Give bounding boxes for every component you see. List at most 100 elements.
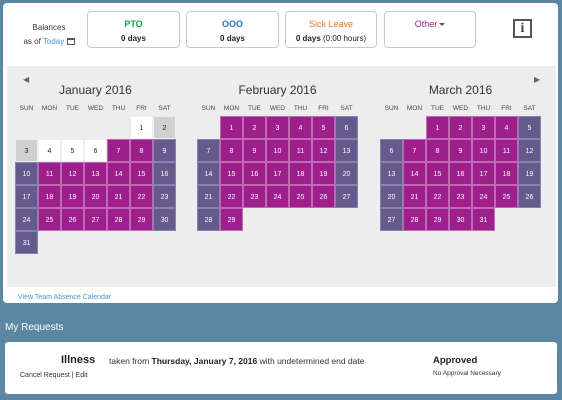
calendar-day[interactable]: 12 bbox=[312, 139, 335, 162]
calendar-day[interactable]: 23 bbox=[243, 185, 266, 208]
calendar-day[interactable]: 21 bbox=[107, 185, 130, 208]
calendar-day[interactable]: 13 bbox=[335, 139, 358, 162]
calendar-day[interactable]: 5 bbox=[61, 139, 84, 162]
sick-leave-balance-box[interactable]: Sick Leave 0 days (0:00 hours) bbox=[285, 11, 377, 48]
calendar-day[interactable]: 26 bbox=[61, 208, 84, 231]
prev-month-arrow-icon[interactable]: ◀ bbox=[23, 75, 30, 84]
calendar-day[interactable]: 14 bbox=[403, 162, 426, 185]
calendar-day[interactable]: 19 bbox=[312, 162, 335, 185]
calendar-day[interactable]: 1 bbox=[426, 116, 449, 139]
calendar-day[interactable]: 25 bbox=[289, 185, 312, 208]
calendar-day[interactable]: 6 bbox=[335, 116, 358, 139]
calendar-day[interactable]: 24 bbox=[266, 185, 289, 208]
calendar-day[interactable]: 12 bbox=[518, 139, 541, 162]
calendar-day[interactable]: 4 bbox=[38, 139, 61, 162]
calendar-day[interactable]: 27 bbox=[84, 208, 107, 231]
calendar-day[interactable]: 28 bbox=[403, 208, 426, 231]
calendar-day[interactable]: 30 bbox=[153, 208, 176, 231]
calendar-day[interactable]: 13 bbox=[380, 162, 403, 185]
calendar-day[interactable]: 8 bbox=[130, 139, 153, 162]
calendar-day[interactable]: 18 bbox=[495, 162, 518, 185]
calendar-day[interactable]: 1 bbox=[130, 116, 153, 139]
calendar-day[interactable]: 11 bbox=[38, 162, 61, 185]
calendar-day[interactable]: 29 bbox=[220, 208, 243, 231]
calendar-day[interactable]: 30 bbox=[449, 208, 472, 231]
calendar-day[interactable]: 14 bbox=[107, 162, 130, 185]
calendar-day[interactable]: 12 bbox=[61, 162, 84, 185]
calendar-day[interactable]: 20 bbox=[84, 185, 107, 208]
calendar-day[interactable]: 21 bbox=[197, 185, 220, 208]
calendar-day[interactable]: 18 bbox=[289, 162, 312, 185]
calendar-day[interactable]: 26 bbox=[518, 185, 541, 208]
calendar-day[interactable]: 19 bbox=[518, 162, 541, 185]
info-icon[interactable]: i bbox=[513, 19, 532, 38]
calendar-day[interactable]: 17 bbox=[15, 185, 38, 208]
calendar-day[interactable]: 14 bbox=[197, 162, 220, 185]
calendar-day[interactable]: 6 bbox=[380, 139, 403, 162]
calendar-day[interactable]: 17 bbox=[472, 162, 495, 185]
calendar-day[interactable]: 2 bbox=[449, 116, 472, 139]
calendar-day[interactable]: 20 bbox=[380, 185, 403, 208]
calendar-day[interactable]: 22 bbox=[130, 185, 153, 208]
today-link[interactable]: Today bbox=[42, 37, 65, 46]
calendar-day[interactable]: 9 bbox=[449, 139, 472, 162]
calendar-day[interactable]: 15 bbox=[130, 162, 153, 185]
calendar-day[interactable]: 4 bbox=[495, 116, 518, 139]
calendar-day[interactable]: 11 bbox=[289, 139, 312, 162]
calendar-day[interactable]: 28 bbox=[197, 208, 220, 231]
calendar-day[interactable]: 29 bbox=[130, 208, 153, 231]
view-team-absence-calendar-link[interactable]: View Team Absence Calendar bbox=[18, 294, 112, 301]
calendar-day[interactable]: 11 bbox=[495, 139, 518, 162]
calendar-day[interactable]: 7 bbox=[197, 139, 220, 162]
calendar-day[interactable]: 7 bbox=[107, 139, 130, 162]
calendar-day[interactable]: 3 bbox=[472, 116, 495, 139]
calendar-day[interactable]: 17 bbox=[266, 162, 289, 185]
calendar-day[interactable]: 23 bbox=[153, 185, 176, 208]
calendar-day[interactable]: 2 bbox=[243, 116, 266, 139]
calendar-day[interactable]: 25 bbox=[38, 208, 61, 231]
calendar-day[interactable]: 7 bbox=[403, 139, 426, 162]
calendar-day[interactable]: 1 bbox=[220, 116, 243, 139]
calendar-day[interactable]: 3 bbox=[15, 139, 38, 162]
calendar-day[interactable]: 10 bbox=[266, 139, 289, 162]
calendar-day[interactable]: 16 bbox=[243, 162, 266, 185]
calendar-day[interactable]: 9 bbox=[153, 139, 176, 162]
calendar-day[interactable]: 27 bbox=[380, 208, 403, 231]
calendar-day[interactable]: 27 bbox=[335, 185, 358, 208]
calendar-day[interactable]: 26 bbox=[312, 185, 335, 208]
calendar-day[interactable]: 5 bbox=[312, 116, 335, 139]
calendar-day[interactable]: 13 bbox=[84, 162, 107, 185]
calendar-day[interactable]: 4 bbox=[289, 116, 312, 139]
calendar-day[interactable]: 5 bbox=[518, 116, 541, 139]
calendar-day[interactable]: 8 bbox=[220, 139, 243, 162]
calendar-day[interactable]: 22 bbox=[220, 185, 243, 208]
calendar-day[interactable]: 10 bbox=[472, 139, 495, 162]
calendar-icon[interactable] bbox=[66, 38, 75, 45]
calendar-day[interactable]: 16 bbox=[153, 162, 176, 185]
calendar-day[interactable]: 10 bbox=[15, 162, 38, 185]
calendar-day[interactable]: 22 bbox=[426, 185, 449, 208]
calendar-day[interactable]: 15 bbox=[220, 162, 243, 185]
calendar-day[interactable]: 16 bbox=[449, 162, 472, 185]
calendar-day[interactable]: 9 bbox=[243, 139, 266, 162]
calendar-day[interactable]: 31 bbox=[472, 208, 495, 231]
ooo-balance-box[interactable]: OOO 0 days bbox=[186, 11, 279, 48]
calendar-day[interactable]: 29 bbox=[426, 208, 449, 231]
pto-balance-box[interactable]: PTO 0 days bbox=[87, 11, 180, 48]
calendar-day[interactable]: 24 bbox=[15, 208, 38, 231]
calendar-day[interactable]: 19 bbox=[61, 185, 84, 208]
calendar-day[interactable]: 18 bbox=[38, 185, 61, 208]
calendar-day[interactable]: 15 bbox=[426, 162, 449, 185]
calendar-day[interactable]: 20 bbox=[335, 162, 358, 185]
next-month-arrow-icon[interactable]: ▶ bbox=[534, 75, 541, 84]
calendar-day[interactable]: 2 bbox=[153, 116, 176, 139]
cancel-request-link[interactable]: Cancel Request bbox=[20, 372, 70, 379]
edit-request-link[interactable]: Edit bbox=[75, 372, 88, 379]
calendar-day[interactable]: 21 bbox=[403, 185, 426, 208]
calendar-day[interactable]: 8 bbox=[426, 139, 449, 162]
calendar-day[interactable]: 31 bbox=[15, 231, 38, 254]
calendar-day[interactable]: 25 bbox=[495, 185, 518, 208]
other-balance-dropdown[interactable]: Other bbox=[384, 11, 476, 48]
calendar-day[interactable]: 23 bbox=[449, 185, 472, 208]
calendar-day[interactable]: 3 bbox=[266, 116, 289, 139]
